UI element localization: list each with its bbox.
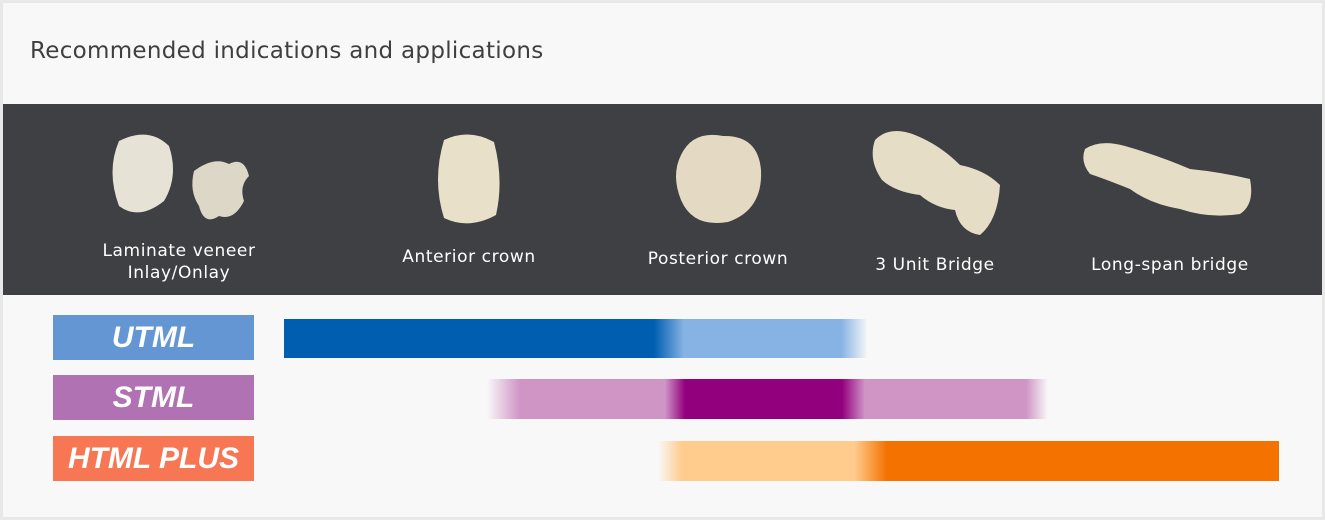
indication-posterior-crown: Posterior crown	[628, 104, 808, 295]
page-title: Recommended indications and applications	[30, 38, 544, 64]
indication-laminate-veneer: Laminate veneer Inlay/Onlay	[89, 104, 269, 295]
posterior-crown-icon	[676, 134, 762, 224]
utml-range-bar	[284, 319, 868, 358]
three-unit-bridge-icon	[872, 131, 1000, 235]
indication-label: Anterior crown	[402, 247, 536, 267]
material-tag-html-plus: HTML PLUS	[53, 436, 254, 481]
stml-range-bar	[487, 379, 1048, 419]
indication-label: Inlay/Onlay	[127, 263, 231, 283]
indications-band: Laminate veneer Inlay/Onlay Anterior cro…	[3, 104, 1322, 295]
indication-label: Posterior crown	[647, 249, 789, 269]
indication-label: 3 Unit Bridge	[875, 255, 995, 275]
long-span-bridge-icon	[1083, 143, 1252, 216]
indication-anterior-crown: Anterior crown	[379, 104, 559, 295]
html-plus-range-bar	[658, 441, 1279, 481]
laminate-veneer-inlay-icon	[112, 134, 249, 220]
material-tag-utml: UTML	[53, 315, 254, 360]
anterior-crown-icon	[438, 134, 500, 224]
material-tag-stml: STML	[53, 375, 254, 420]
indication-label: Laminate veneer	[102, 241, 256, 261]
indication-long-span-bridge: Long-span bridge	[1075, 104, 1265, 295]
indication-label: Long-span bridge	[1091, 255, 1249, 275]
indication-three-unit-bridge: 3 Unit Bridge	[845, 104, 1025, 295]
